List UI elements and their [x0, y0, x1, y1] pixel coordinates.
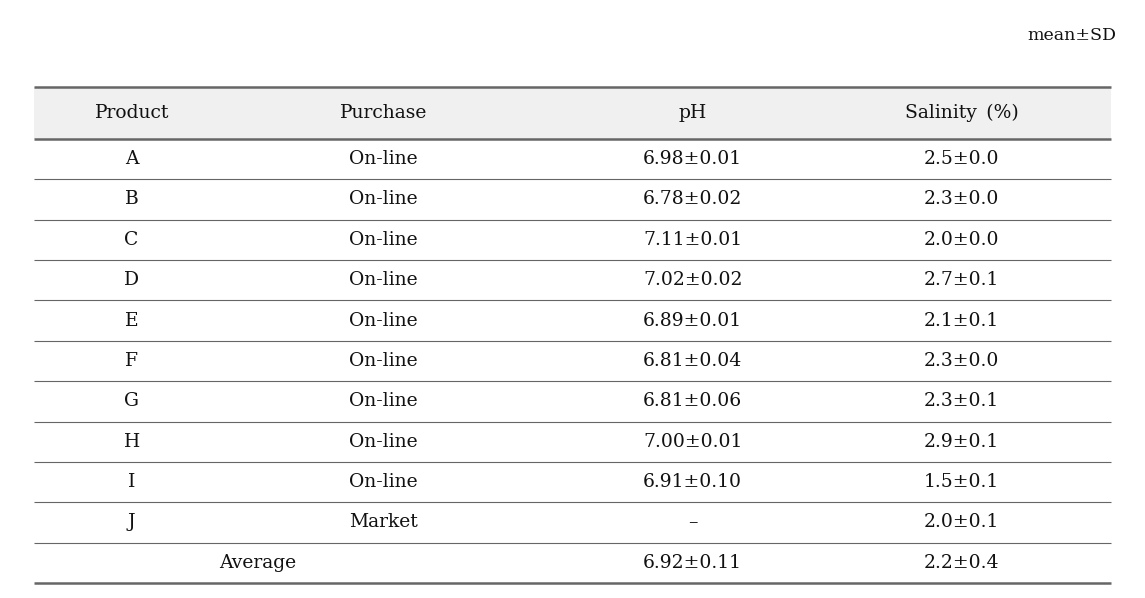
Text: 2.0±0.1: 2.0±0.1 — [924, 514, 1000, 532]
Text: On-line: On-line — [349, 433, 418, 451]
Text: 6.89±0.01: 6.89±0.01 — [643, 312, 742, 329]
Text: 2.3±0.0: 2.3±0.0 — [924, 190, 1000, 208]
Text: 6.81±0.06: 6.81±0.06 — [643, 392, 742, 410]
Bar — [34, 87, 1111, 139]
Text: B: B — [125, 190, 139, 208]
Text: A: A — [125, 150, 139, 168]
Text: E: E — [125, 312, 139, 329]
Text: F: F — [125, 352, 139, 370]
Text: pH: pH — [679, 104, 706, 122]
Text: 2.7±0.1: 2.7±0.1 — [924, 271, 1000, 289]
Text: Salinity (%): Salinity (%) — [905, 103, 1019, 122]
Text: 6.92±0.11: 6.92±0.11 — [643, 554, 742, 572]
Text: On-line: On-line — [349, 392, 418, 410]
Text: 2.9±0.1: 2.9±0.1 — [924, 433, 1000, 451]
Text: On-line: On-line — [349, 271, 418, 289]
Text: 7.00±0.01: 7.00±0.01 — [643, 433, 742, 451]
Text: 6.91±0.10: 6.91±0.10 — [643, 473, 742, 491]
Text: 6.98±0.01: 6.98±0.01 — [643, 150, 742, 168]
Text: 2.5±0.0: 2.5±0.0 — [924, 150, 1000, 168]
Text: mean±SD: mean±SD — [1027, 27, 1116, 44]
Text: Product: Product — [95, 104, 168, 122]
Text: 1.5±0.1: 1.5±0.1 — [924, 473, 1000, 491]
Text: 7.02±0.02: 7.02±0.02 — [643, 271, 742, 289]
Text: Average: Average — [219, 554, 297, 572]
Text: 7.11±0.01: 7.11±0.01 — [643, 231, 742, 249]
Text: G: G — [124, 392, 140, 410]
Text: 6.81±0.04: 6.81±0.04 — [643, 352, 742, 370]
Text: On-line: On-line — [349, 473, 418, 491]
Text: 2.1±0.1: 2.1±0.1 — [924, 312, 1000, 329]
Text: On-line: On-line — [349, 231, 418, 249]
Text: D: D — [124, 271, 140, 289]
Text: 2.3±0.1: 2.3±0.1 — [924, 392, 1000, 410]
Text: 2.0±0.0: 2.0±0.0 — [924, 231, 1000, 249]
Text: On-line: On-line — [349, 150, 418, 168]
Text: J: J — [128, 514, 135, 532]
Text: C: C — [125, 231, 139, 249]
Text: Market: Market — [349, 514, 418, 532]
Text: On-line: On-line — [349, 312, 418, 329]
Text: On-line: On-line — [349, 352, 418, 370]
Text: 2.2±0.4: 2.2±0.4 — [924, 554, 1000, 572]
Text: 2.3±0.0: 2.3±0.0 — [924, 352, 1000, 370]
Text: I: I — [128, 473, 135, 491]
Text: 6.78±0.02: 6.78±0.02 — [643, 190, 742, 208]
Text: –: – — [688, 514, 697, 532]
Text: H: H — [124, 433, 140, 451]
Text: On-line: On-line — [349, 190, 418, 208]
Text: Purchase: Purchase — [340, 104, 427, 122]
